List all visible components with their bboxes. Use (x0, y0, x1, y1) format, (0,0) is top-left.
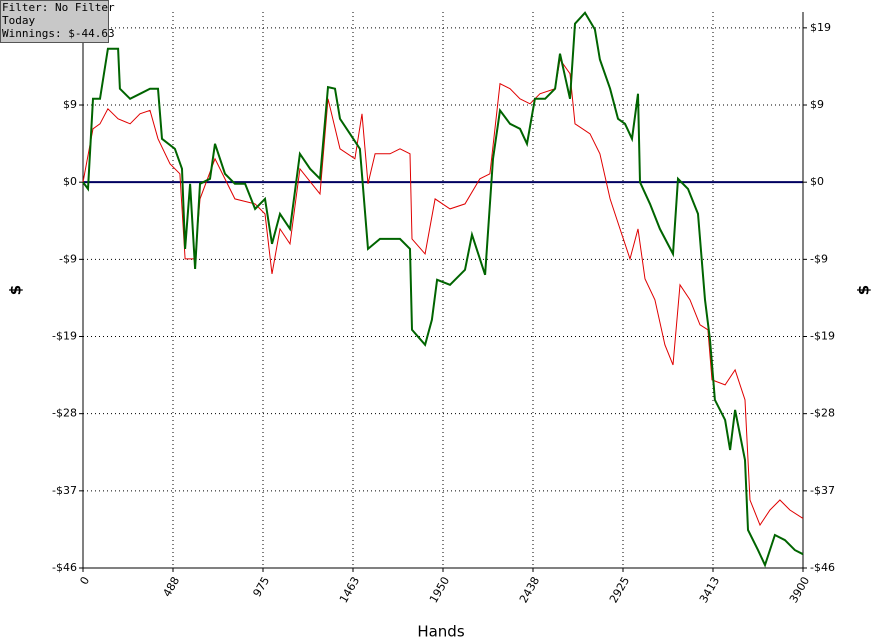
y2-tick-label: $9 (810, 98, 824, 111)
info-box-bg (0, 0, 109, 43)
info-text: Filter: No Filter (2, 1, 115, 14)
y2-tick-label: -$19 (810, 330, 835, 343)
y2-tick-label: -$46 (810, 561, 835, 574)
info-text: Today (2, 14, 35, 27)
y-tick-label: $9 (63, 98, 77, 111)
y-tick-label: -$46 (52, 561, 77, 574)
x-axis-label: Hands (417, 623, 464, 641)
y-tick-label: -$19 (52, 330, 77, 343)
series-line (82, 58, 804, 527)
y2-tick-label: -$28 (810, 407, 835, 420)
y2-tick-label: $19 (810, 21, 831, 34)
y-tick-label: -$28 (52, 407, 77, 420)
y2-tick-label: -$37 (810, 484, 835, 497)
y-axis-label: $ (7, 285, 25, 295)
y2-tick-label: $0 (810, 175, 824, 188)
y2-tick-label: -$9 (810, 252, 828, 265)
y-tick-label: -$9 (59, 252, 77, 265)
y2-axis-label: $ (855, 285, 873, 295)
info-text: Winnings: $-44.63 (2, 27, 115, 40)
y-tick-label: -$37 (52, 484, 77, 497)
y-tick-label: $0 (63, 175, 77, 188)
series-line (82, 11, 804, 568)
